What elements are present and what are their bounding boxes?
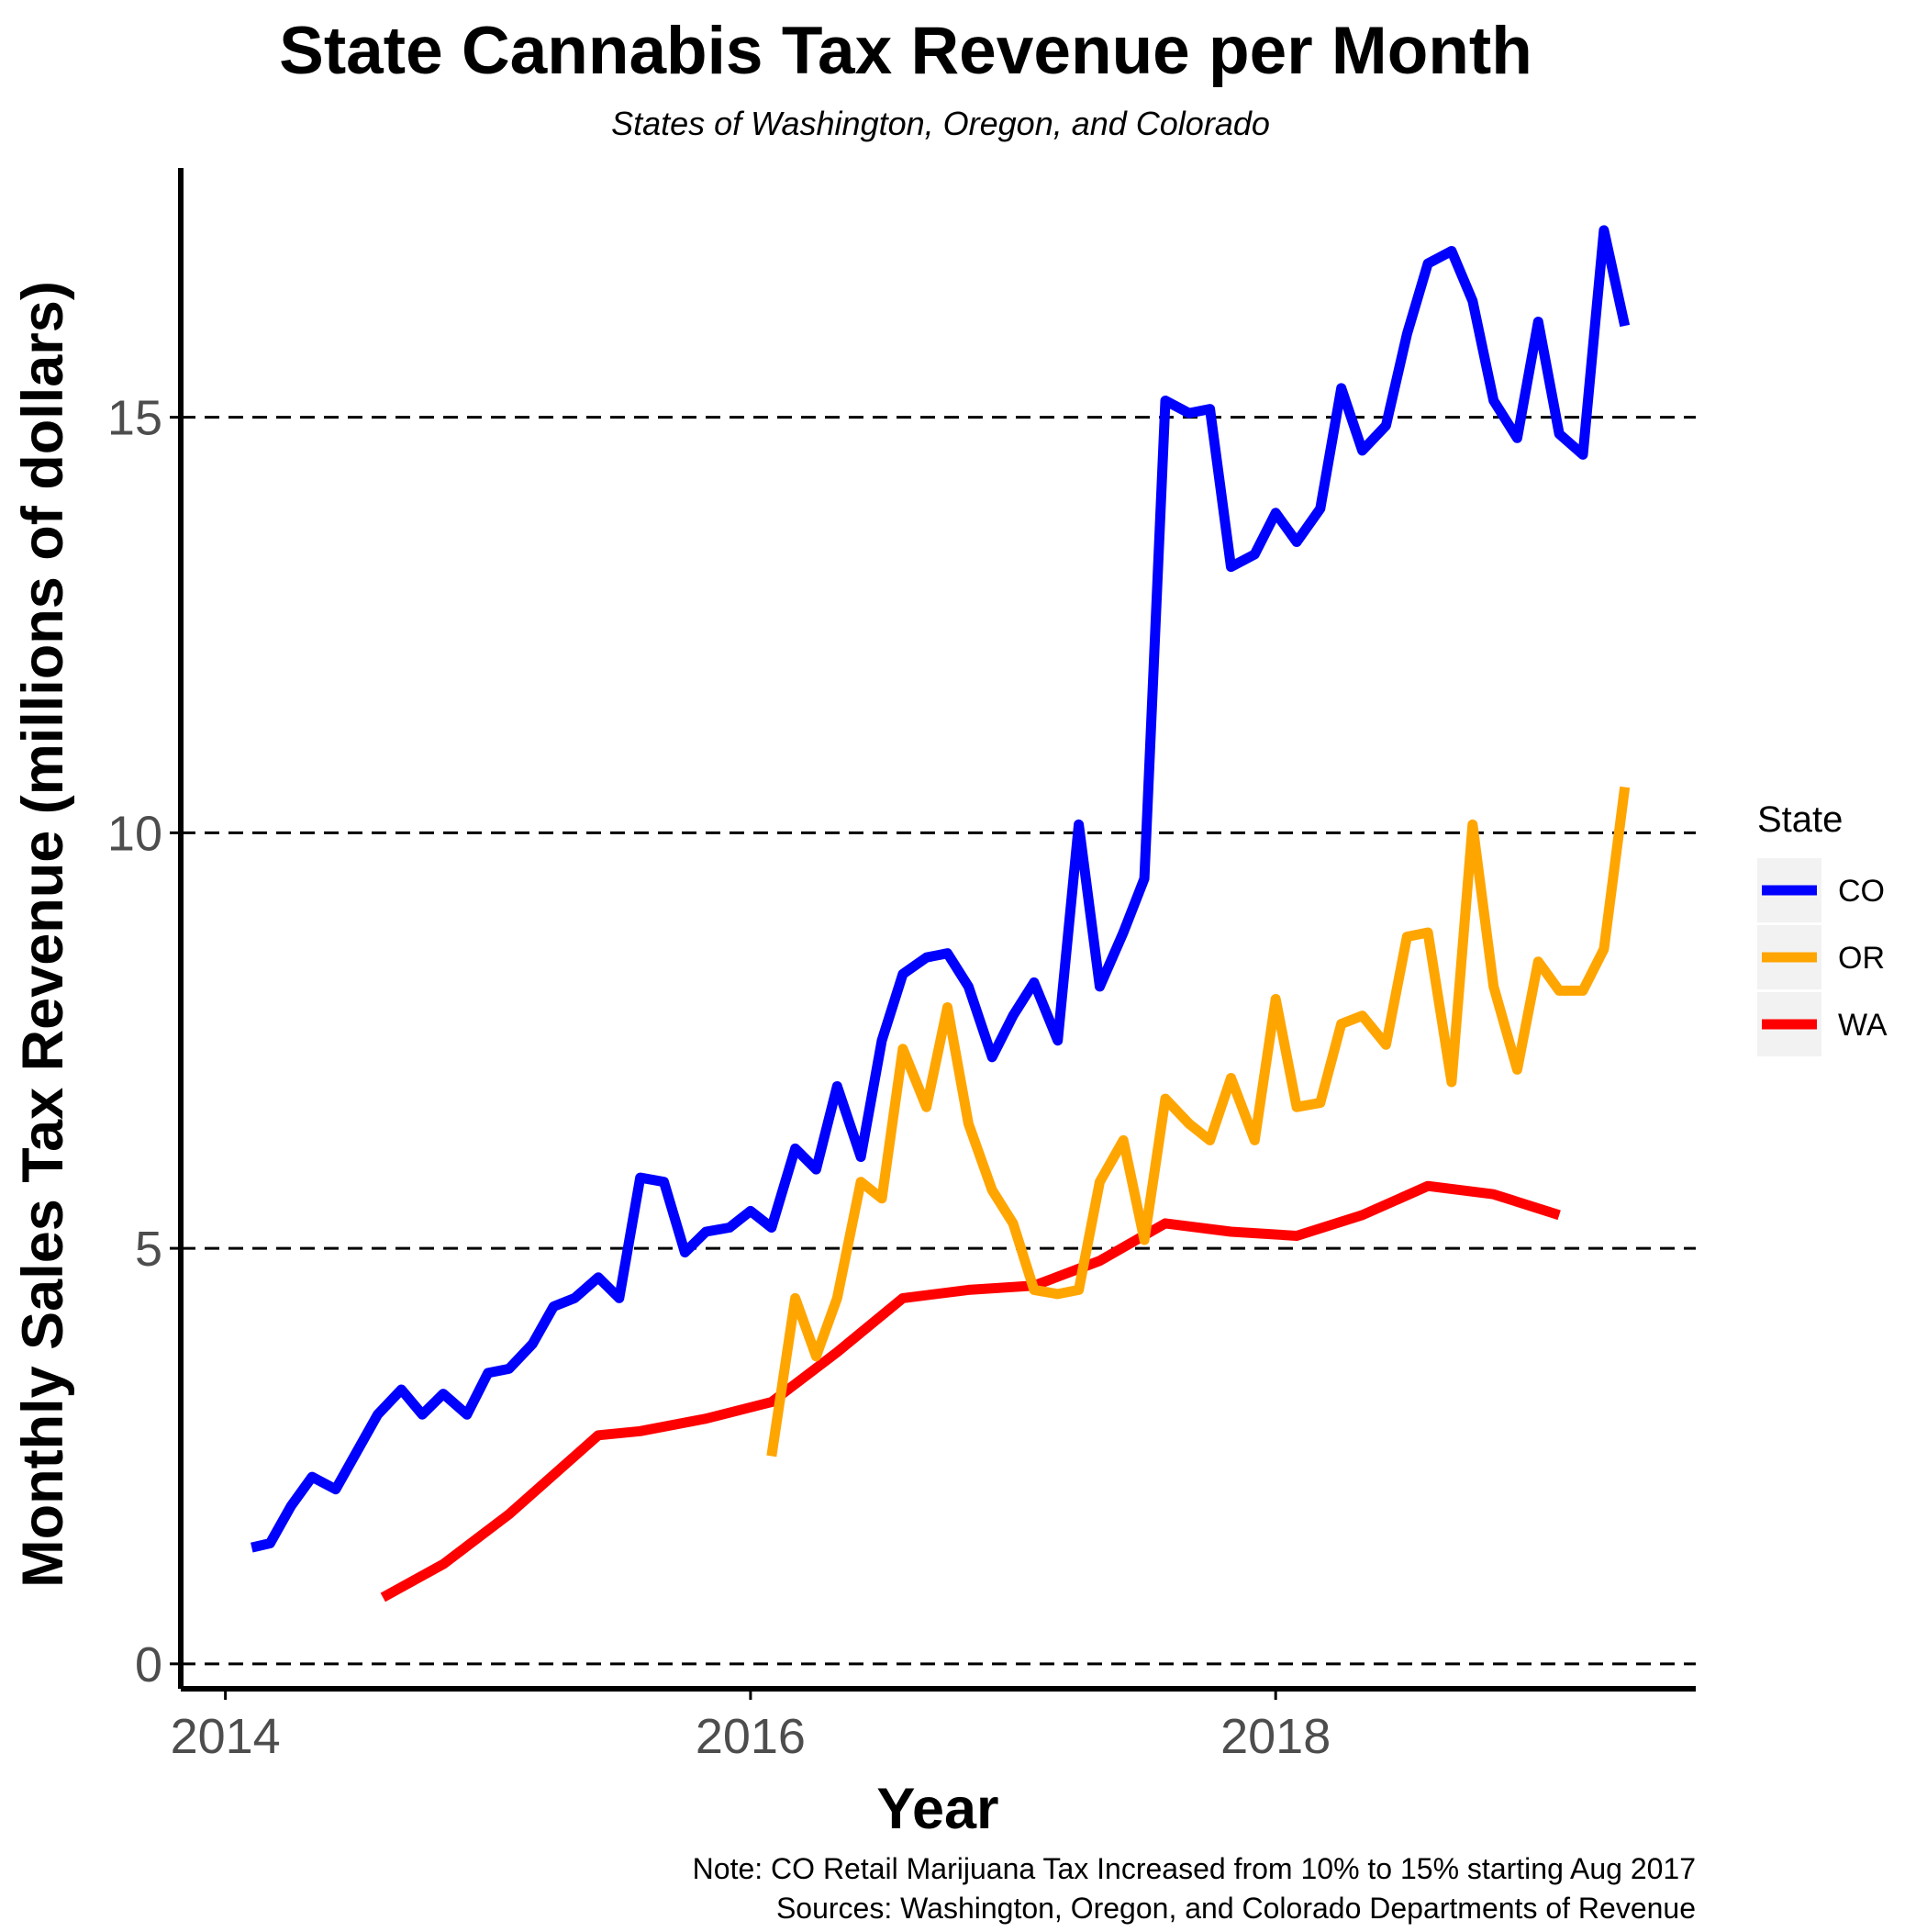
y-tick-label: 0 xyxy=(135,1637,162,1692)
x-axis-title: Year xyxy=(876,1777,998,1841)
series-line-or xyxy=(766,786,1631,1457)
y-axis-title: Monthly Sales Tax Revenue (millions of d… xyxy=(11,281,75,1588)
legend-label-wa: WA xyxy=(1838,1008,1888,1043)
y-tick-label: 5 xyxy=(135,1222,162,1277)
y-tick-label: 10 xyxy=(107,806,162,861)
tick-labels: 0 5 10 15 2014 2016 2018 xyxy=(107,391,1331,1764)
chart-subtitle: States of Washington, Oregon, and Colora… xyxy=(611,105,1270,142)
caption-sources: Sources: Washington, Oregon, and Colorad… xyxy=(776,1892,1696,1925)
series-lines xyxy=(251,225,1631,1603)
series-line-co xyxy=(251,225,1631,1553)
legend: State CO OR WA xyxy=(1757,799,1888,1056)
series-line-wa xyxy=(380,1180,1561,1603)
x-tick-label: 2018 xyxy=(1220,1709,1331,1764)
legend-label-or: OR xyxy=(1838,941,1885,976)
legend-title: State xyxy=(1757,799,1843,840)
y-tick-label: 15 xyxy=(107,391,162,446)
axes xyxy=(170,168,1696,1700)
x-tick-label: 2014 xyxy=(171,1709,281,1764)
x-tick-label: 2016 xyxy=(696,1709,806,1764)
caption-note: Note: CO Retail Marijuana Tax Increased … xyxy=(693,1852,1696,1885)
chart-title: State Cannabis Tax Revenue per Month xyxy=(279,14,1532,88)
legend-label-co: CO xyxy=(1838,874,1885,909)
gridlines xyxy=(181,416,1696,1666)
